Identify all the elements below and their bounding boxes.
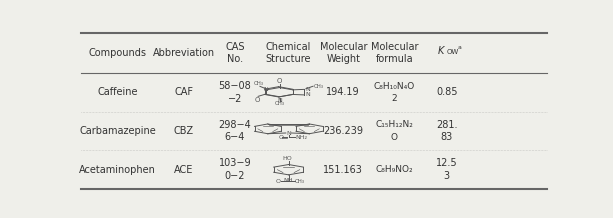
- Text: CH₃: CH₃: [314, 84, 324, 89]
- Text: N: N: [305, 92, 310, 97]
- Text: Abbreviation: Abbreviation: [153, 48, 215, 58]
- Text: Molecular
formula: Molecular formula: [371, 42, 418, 64]
- Text: N: N: [277, 98, 282, 103]
- Text: N: N: [286, 131, 291, 136]
- Text: Chemical
Structure: Chemical Structure: [266, 42, 311, 64]
- Text: O: O: [391, 133, 398, 142]
- Text: CH₃: CH₃: [295, 179, 305, 184]
- Text: C₈H₉NO₂: C₈H₉NO₂: [376, 165, 413, 174]
- Text: CAS
No.: CAS No.: [225, 42, 245, 64]
- Text: C₁₅H₁₂N₂: C₁₅H₁₂N₂: [376, 120, 413, 129]
- Text: 12.5
3: 12.5 3: [436, 158, 458, 181]
- Text: Compounds: Compounds: [88, 48, 147, 58]
- Text: 194.19: 194.19: [327, 87, 360, 97]
- Text: CH₃: CH₃: [275, 101, 284, 106]
- Text: NH₂: NH₂: [295, 135, 307, 140]
- Text: Caffeine: Caffeine: [97, 87, 138, 97]
- Text: CAF: CAF: [174, 87, 193, 97]
- Text: HO: HO: [283, 156, 292, 161]
- Text: O: O: [276, 179, 281, 184]
- Text: O: O: [279, 135, 284, 140]
- Text: O: O: [277, 78, 282, 83]
- Text: CBZ: CBZ: [173, 126, 194, 136]
- Text: 298−4
6−4: 298−4 6−4: [219, 120, 251, 142]
- Text: Acetaminophen: Acetaminophen: [79, 165, 156, 175]
- Text: K: K: [438, 46, 444, 56]
- Text: OW: OW: [447, 49, 459, 55]
- Text: ACE: ACE: [174, 165, 194, 175]
- Text: CH₃: CH₃: [254, 81, 264, 86]
- Text: 103−9
0−2: 103−9 0−2: [219, 158, 251, 181]
- Text: 2: 2: [392, 94, 397, 103]
- Text: Carbamazepine: Carbamazepine: [79, 126, 156, 136]
- Text: O: O: [254, 97, 260, 103]
- Text: 0.85: 0.85: [436, 87, 457, 97]
- Text: N: N: [263, 87, 268, 92]
- Text: a: a: [457, 46, 461, 51]
- Text: NH: NH: [284, 178, 293, 183]
- Text: N: N: [305, 87, 310, 92]
- Text: 281.
83: 281. 83: [436, 120, 457, 142]
- Text: C₈H₁₀N₄O: C₈H₁₀N₄O: [374, 82, 415, 91]
- Text: 236.239: 236.239: [323, 126, 364, 136]
- Text: 151.163: 151.163: [323, 165, 363, 175]
- Text: 58−08
−2: 58−08 −2: [219, 81, 251, 104]
- Text: Molecular
Weight: Molecular Weight: [319, 42, 367, 64]
